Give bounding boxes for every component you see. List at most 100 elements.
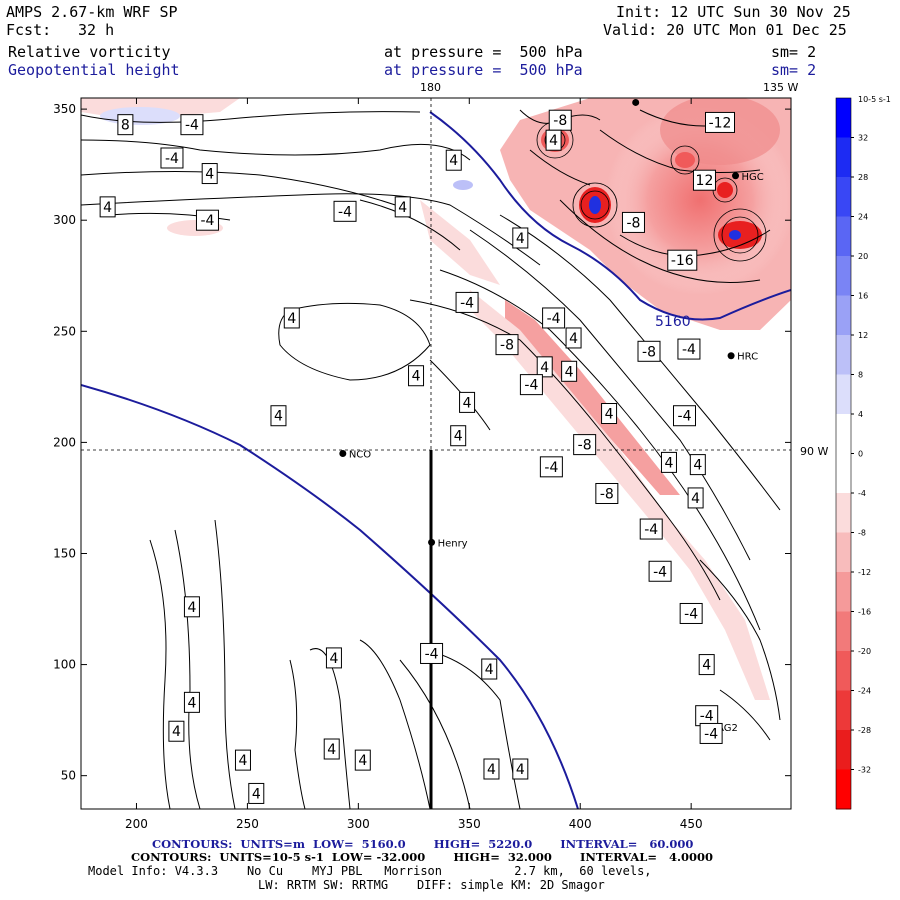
svg-text:-4: -4: [678, 409, 692, 425]
colorbar-segment: [836, 532, 851, 573]
field2-smoothing: sm= 2: [771, 61, 817, 79]
footer-model-info: Model Info: V4.3.3 No Cu MYJ PBL Morriso…: [88, 864, 652, 878]
vorticity-band-west: [420, 200, 500, 285]
station-label: AG2: [717, 723, 738, 734]
svg-text:4: 4: [239, 753, 248, 769]
plot-frame: [80, 97, 792, 810]
contour-label: 4: [408, 365, 425, 387]
contour-label: 4: [248, 782, 265, 804]
colorbar-segment: [836, 216, 851, 257]
colorbar-tick-label: -24: [858, 687, 871, 696]
svg-text:4: 4: [187, 600, 196, 616]
field1-smoothing: sm= 2: [771, 43, 817, 61]
svg-text:4: 4: [691, 491, 700, 507]
colorbar-units: 10-5 s-1: [858, 95, 891, 104]
contour-label: -4: [677, 338, 701, 360]
svg-text:4: 4: [252, 786, 261, 802]
contour-label: -4: [539, 456, 563, 478]
y-tick-label: 100: [53, 658, 76, 672]
colorbar-segment: [836, 493, 851, 533]
y-tick-label: 150: [53, 546, 76, 560]
y-tick-label: 50: [61, 769, 76, 783]
svg-text:4: 4: [327, 742, 336, 758]
svg-text:-4: -4: [682, 342, 696, 358]
colorbar-tick-label: 32: [858, 134, 868, 143]
svg-text:4: 4: [485, 662, 494, 678]
svg-text:4: 4: [463, 395, 472, 411]
contour-label: 4: [270, 405, 287, 427]
station-marker: [632, 98, 640, 106]
svg-text:-4: -4: [700, 709, 714, 725]
station-marker: [799, 568, 806, 575]
x-tick-label: 350: [458, 817, 481, 831]
forecast-hour: 32 h: [78, 21, 115, 39]
footer-height-contours: CONTOURS: UNITS=m LOW= 5160.0 HIGH= 5220…: [152, 837, 694, 851]
colorbar-tick-label: 20: [858, 252, 868, 261]
svg-text:-4: -4: [547, 311, 561, 327]
contour-label: 4: [512, 758, 529, 780]
svg-text:4: 4: [287, 311, 296, 327]
contour-label: 4: [354, 749, 371, 771]
station-marker: [339, 450, 347, 457]
contour-label: 4: [565, 327, 582, 349]
contour-label: 4: [512, 227, 529, 249]
colorbar-segment: [836, 374, 851, 415]
svg-text:4: 4: [702, 658, 711, 674]
contour-label: -8: [495, 334, 519, 356]
svg-text:4: 4: [605, 407, 614, 423]
svg-text:4: 4: [516, 762, 525, 778]
contour-label: -4: [160, 147, 184, 169]
svg-text:-8: -8: [642, 344, 656, 360]
colorbar-segment: [836, 137, 851, 178]
svg-text:4: 4: [172, 724, 181, 740]
contour-label: 4: [183, 691, 200, 713]
contour-label: 4: [459, 391, 476, 413]
colorbar-segment: [836, 730, 851, 770]
contour-label: -16: [667, 249, 698, 271]
contour-label: -4: [195, 209, 219, 231]
colorbar-tick-label: 4: [858, 410, 863, 419]
contour-label: 4: [561, 360, 578, 382]
contour-label: 4: [325, 647, 342, 669]
height-contour-5220: [429, 111, 791, 321]
field2-level: at pressure = 500 hPa: [384, 61, 583, 79]
contour-label: 4: [698, 654, 715, 676]
colorbar-segment: [836, 295, 851, 336]
svg-text:8: 8: [121, 118, 130, 134]
contour-label: 4: [168, 720, 185, 742]
colorbar-segment: [836, 769, 851, 810]
field1-level: at pressure = 500 hPa: [384, 43, 583, 61]
lon-label-135w: 135 W: [763, 81, 798, 94]
svg-text:4: 4: [487, 762, 496, 778]
contour-label: 4: [283, 307, 300, 329]
svg-text:4: 4: [540, 360, 549, 376]
contour-label: 4: [689, 454, 706, 476]
vorticity-fill-blue-patch2: [453, 180, 473, 190]
colorbar-tick-label: 0: [858, 450, 863, 459]
contour-label: 4: [183, 596, 200, 618]
colorbar-tick-label: 28: [858, 173, 868, 182]
station-label: HGC: [742, 172, 764, 183]
footer-physics: LW: RRTM SW: RRTMG DIFF: simple KM: 2D S…: [258, 878, 605, 892]
svg-text:4: 4: [187, 695, 196, 711]
contour-label: -8: [637, 340, 661, 362]
contour-label: -4: [542, 307, 566, 329]
svg-text:-4: -4: [165, 151, 179, 167]
colorbar-tick-label: 12: [858, 331, 868, 340]
colorbar-tick-label: -12: [858, 568, 871, 577]
contour-label: 4: [536, 356, 553, 378]
contour-label: -4: [673, 405, 696, 427]
forecast-label: Fcst:: [6, 21, 52, 39]
svg-text:4: 4: [329, 651, 338, 667]
station-marker: [727, 352, 735, 360]
contour-label: -4: [695, 705, 719, 727]
vorticity-band-weak: [465, 290, 770, 700]
colorbar-tick-label: -8: [858, 529, 866, 538]
colorbar-tick-label: 8: [858, 371, 863, 380]
contour-label: 4: [687, 487, 704, 509]
svg-text:-8: -8: [626, 215, 640, 231]
svg-text:-4: -4: [684, 606, 698, 622]
stations: NCO Henry HRC AG2 HGC: [339, 98, 806, 734]
